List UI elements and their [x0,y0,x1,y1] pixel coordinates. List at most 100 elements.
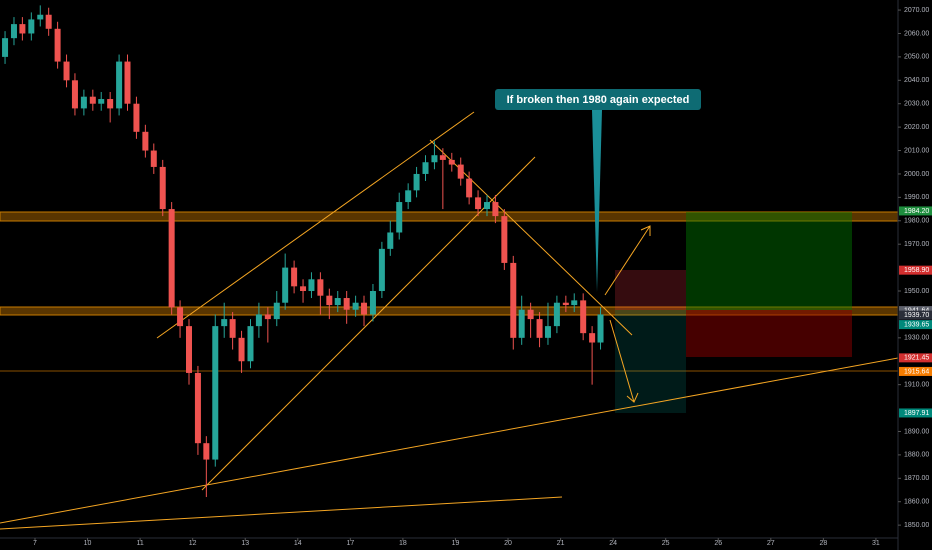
candle-body [89,96,96,104]
candle-body [2,38,9,57]
callout-text: If broken then 1980 again expected [507,94,690,106]
candle-body [177,307,184,327]
candle-body [475,197,482,210]
x-tick-label: 12 [189,540,197,547]
candle-body [571,300,578,306]
y-tick-label: 1860.00 [904,499,929,506]
long-target-zone [686,212,852,310]
candle-body [308,279,315,292]
candle-body [501,216,508,263]
candle-body [562,302,569,306]
candle-body [37,14,44,20]
candle-body [343,298,350,310]
candle-body [229,319,236,338]
target-zone [615,310,686,413]
x-tick-label: 19 [452,540,460,547]
price-label: 1921.45 [904,355,929,362]
y-tick-label: 2050.00 [904,54,929,61]
price-label: 1958.90 [904,267,929,274]
candle-body [203,443,210,460]
price-label: 1915.64 [904,368,929,375]
candle-body [300,286,307,292]
candle-body [518,309,525,338]
lower-trendline [0,496,563,530]
y-tick-label: 1970.00 [904,241,929,248]
y-tick-label: 1930.00 [904,335,929,342]
candle-body [553,302,560,327]
y-tick-label: 2000.00 [904,171,929,178]
candle-body [10,24,17,39]
candle-body [98,99,105,104]
x-tick-label: 11 [136,540,143,547]
price-label: 1939.65 [904,321,929,328]
candle-body [492,202,499,217]
x-tick-label: 13 [241,540,249,547]
channel-lower [201,156,536,491]
candle-body [54,28,61,62]
candle-body [142,131,149,151]
candle-body [387,232,394,249]
candle-body [221,319,228,327]
y-tick-label: 2060.00 [904,30,929,37]
arrow-head [640,225,651,236]
candle-body [45,14,52,29]
y-tick-label: 1910.00 [904,381,929,388]
price-label: 1984.20 [904,208,929,215]
x-tick-label: 20 [504,540,512,547]
candle-body [185,326,192,373]
candle-body [107,99,114,109]
candle-body [544,326,551,338]
candle-body [28,19,35,34]
x-tick-label: 10 [84,540,92,547]
candle-body [439,155,446,160]
candle-body [150,150,157,167]
x-tick-label: 27 [767,540,775,547]
channel-upper [156,111,475,339]
y-tick-label: 1880.00 [904,452,929,459]
candle-body [212,326,219,460]
candle-body [396,202,403,233]
price-label-bg [899,366,932,376]
candle-body [63,61,70,81]
candle-body [352,302,359,310]
drawings: If broken then 1980 again expected [0,89,899,530]
x-tick-label: 31 [872,540,880,547]
candle-body [238,337,245,362]
y-tick-label: 1850.00 [904,522,929,529]
candle-body [273,302,280,320]
price-label-bg [899,353,932,363]
candle-body [457,164,464,179]
y-tick-label: 1890.00 [904,428,929,435]
candle-body [431,155,438,163]
y-tick-label: 2020.00 [904,124,929,131]
candle-body [124,61,131,104]
x-tick-label: 17 [346,540,354,547]
candle-body [168,209,175,308]
x-tick-label: 21 [557,540,565,547]
candle-body [317,279,324,296]
price-label-bg [899,306,932,316]
arrow-head [626,392,639,403]
candle-body [264,314,271,320]
price-label-bg [899,310,932,320]
price-label: 1939.70 [904,312,929,319]
x-tick-label: 26 [714,540,722,547]
y-tick-label: 1870.00 [904,475,929,482]
price-label-bg [899,320,932,330]
candle-body [116,61,123,109]
y-tick-label: 2040.00 [904,77,929,84]
candle-body [483,202,490,210]
candle-body [597,314,604,343]
candle-body [466,178,473,198]
y-tick-label: 2070.00 [904,7,929,14]
y-tick-label: 1990.00 [904,194,929,201]
x-tick-label: 14 [294,540,302,547]
candle-body [422,162,429,174]
candle-body [133,103,140,132]
candle-body [405,190,412,203]
candle-body [194,372,201,444]
price-label-bg [899,206,932,216]
candle-body [247,326,254,362]
